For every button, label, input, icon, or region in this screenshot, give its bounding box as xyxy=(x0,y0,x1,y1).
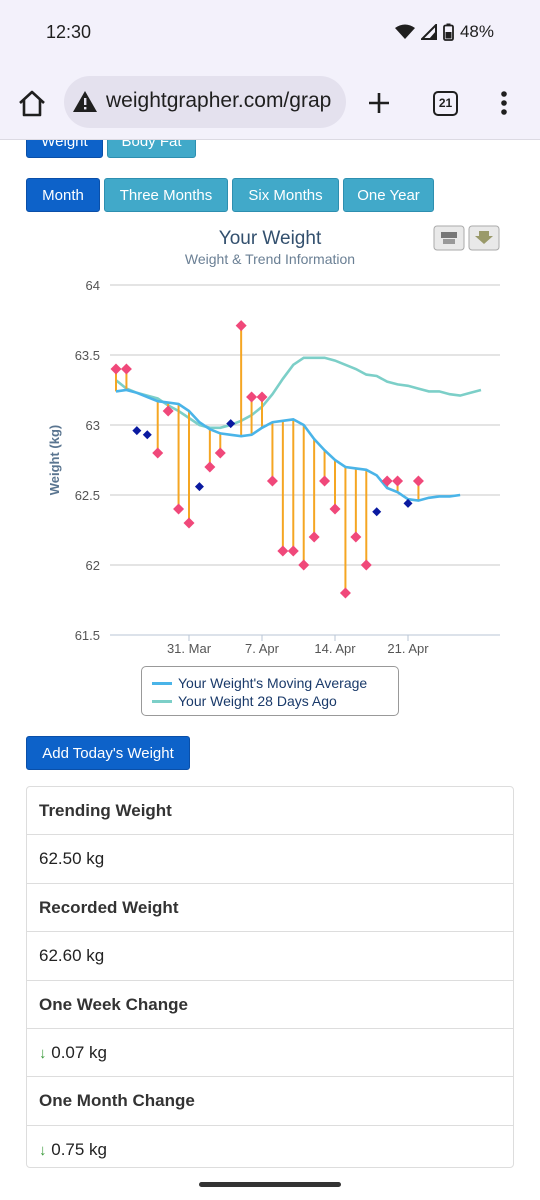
legend-swatch xyxy=(152,699,172,703)
stat-value: 0.07 kg xyxy=(51,1042,107,1062)
weight-point xyxy=(132,426,142,436)
signal-icon xyxy=(420,24,437,40)
stat-value: 62.50 kg xyxy=(39,849,105,869)
weight-point xyxy=(226,419,236,429)
weight-point xyxy=(256,391,268,403)
x-tick-label: 31. Mar xyxy=(167,641,212,656)
tab-switcher-button[interactable]: 21 xyxy=(433,91,458,116)
down-arrow-icon: ↓ xyxy=(39,1044,47,1062)
weight-point xyxy=(152,447,164,459)
gesture-nav-handle[interactable] xyxy=(199,1182,341,1187)
download-button[interactable] xyxy=(468,225,500,251)
y-tick-label: 64 xyxy=(86,278,100,293)
stats-panel: Trending Weight 62.50 kg Recorded Weight… xyxy=(26,786,514,1168)
address-bar[interactable]: weightgrapher.com/grap xyxy=(64,76,346,128)
legend-item-28-days-ago[interactable]: Your Weight 28 Days Ago xyxy=(152,693,337,709)
weight-point xyxy=(372,507,382,517)
weight-point xyxy=(298,559,310,571)
stat-label-week-change: One Week Change xyxy=(27,981,513,1029)
chart-legend: Your Weight's Moving Average Your Weight… xyxy=(141,666,399,716)
tab-month[interactable]: Month xyxy=(26,178,100,212)
print-icon xyxy=(441,232,457,238)
weight-point xyxy=(403,498,413,508)
chart-title: Your Weight xyxy=(219,228,322,249)
stat-value-month-change: ↓ 0.75 kg xyxy=(27,1126,513,1167)
legend-item-moving-average[interactable]: Your Weight's Moving Average xyxy=(152,675,367,691)
stat-label-recorded: Recorded Weight xyxy=(27,884,513,933)
more-menu-icon[interactable] xyxy=(500,90,508,116)
stat-value-recorded: 62.60 kg xyxy=(27,932,513,981)
series-28-days-ago-line xyxy=(115,356,482,430)
weight-point xyxy=(412,475,424,487)
stat-value: 62.60 kg xyxy=(39,946,105,966)
weight-point xyxy=(173,503,185,515)
weight-point xyxy=(277,545,289,557)
stat-label-month-change: One Month Change xyxy=(27,1077,513,1126)
url-text[interactable]: weightgrapher.com/grap xyxy=(106,89,332,112)
chart-subtitle: Weight & Trend Information xyxy=(185,251,355,267)
x-axis: 31. Mar 7. Apr 14. Apr 21. Apr xyxy=(167,635,429,656)
weight-point xyxy=(392,475,404,487)
weight-point xyxy=(339,587,351,599)
tab-three-months[interactable]: Three Months xyxy=(104,178,228,212)
stat-value-week-change: ↓ 0.07 kg xyxy=(27,1029,513,1078)
legend-label: Your Weight's Moving Average xyxy=(178,675,368,691)
weight-point xyxy=(214,447,226,459)
weight-point xyxy=(183,517,195,529)
battery-percent: 48% xyxy=(459,22,494,41)
x-tick-label: 7. Apr xyxy=(245,641,280,656)
weight-point xyxy=(266,475,278,487)
toolbar-layer: weightgrapher.com/grap 21 xyxy=(0,66,540,140)
new-tab-icon[interactable] xyxy=(366,90,392,116)
weight-point xyxy=(204,461,216,473)
y-tick-label: 63.5 xyxy=(75,348,100,363)
x-tick-label: 14. Apr xyxy=(314,641,356,656)
x-tick-label: 21. Apr xyxy=(387,641,429,656)
stat-value-trending: 62.50 kg xyxy=(27,835,513,884)
y-tick-label: 62 xyxy=(86,558,100,573)
legend-label: Your Weight 28 Days Ago xyxy=(178,693,337,709)
weight-point xyxy=(110,363,122,375)
y-tick-label: 63 xyxy=(86,418,100,433)
battery-icon xyxy=(443,23,454,41)
legend-swatch xyxy=(152,681,172,685)
y-tick-label: 62.5 xyxy=(75,488,100,503)
tab-six-months[interactable]: Six Months xyxy=(232,178,339,212)
weight-point xyxy=(319,475,331,487)
y-tick-label: 61.5 xyxy=(75,628,100,643)
weight-point xyxy=(308,531,320,543)
weight-point xyxy=(381,475,393,487)
weight-point xyxy=(287,545,299,557)
weight-point xyxy=(194,482,204,492)
add-todays-weight-button[interactable]: Add Today's Weight xyxy=(26,736,190,770)
status-time: 12:30 xyxy=(46,22,92,42)
chart-grid: 64 63.5 63 62.5 62 61.5 xyxy=(75,278,500,643)
chart-markers xyxy=(110,320,424,599)
y-axis-label: Weight (kg) xyxy=(47,425,62,496)
print-button[interactable] xyxy=(433,225,465,251)
status-icons: 48% xyxy=(394,22,494,42)
tab-one-year[interactable]: One Year xyxy=(343,178,434,212)
chart-series xyxy=(115,325,482,593)
wifi-icon xyxy=(394,24,415,39)
weight-point xyxy=(360,559,372,571)
weight-point xyxy=(162,405,174,417)
home-icon[interactable] xyxy=(16,88,48,120)
series-moving-average-line xyxy=(115,388,461,502)
weight-point xyxy=(235,320,247,332)
weight-chart: Your Weight Weight & Trend Information W… xyxy=(47,225,500,656)
weight-point xyxy=(350,531,362,543)
weight-point xyxy=(120,363,132,375)
stat-label-trending: Trending Weight xyxy=(27,787,513,836)
download-icon xyxy=(475,231,493,244)
down-arrow-icon: ↓ xyxy=(39,1141,47,1159)
weight-point xyxy=(329,503,341,515)
status-bar: 12:30 48% xyxy=(0,0,540,66)
warning-icon[interactable] xyxy=(72,90,98,114)
weight-point xyxy=(246,391,258,403)
stat-value: 0.75 kg xyxy=(51,1139,107,1159)
weight-point xyxy=(142,430,152,440)
